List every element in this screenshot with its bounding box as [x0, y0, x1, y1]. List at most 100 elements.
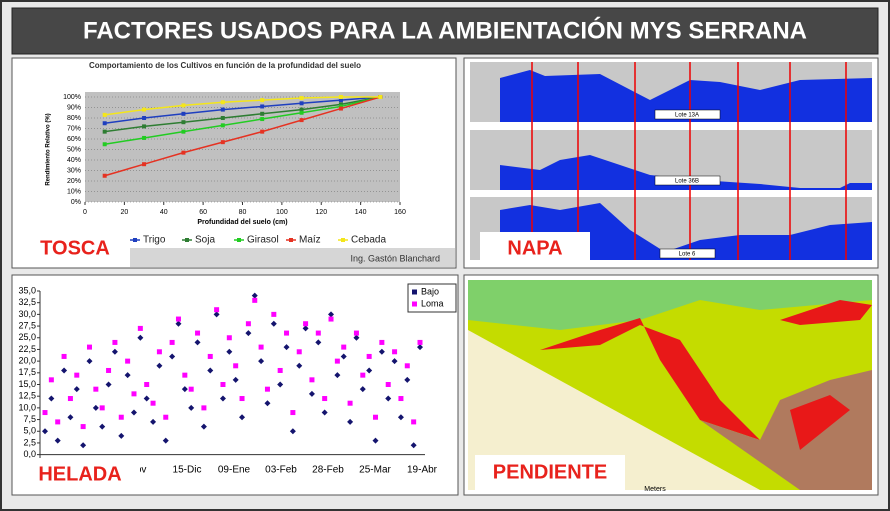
y-tick-label: 7,5 — [23, 414, 36, 424]
point — [338, 102, 343, 107]
point — [328, 316, 334, 322]
x-tick-label: 28-Feb — [312, 465, 344, 476]
x-tick-label: 40 — [160, 209, 168, 216]
point — [321, 409, 328, 416]
y-tick-label: 12,5 — [18, 391, 36, 401]
x-tick-label: 0 — [83, 209, 87, 216]
series-line — [104, 96, 381, 116]
point — [296, 362, 303, 369]
point — [214, 307, 220, 313]
point — [334, 358, 340, 364]
point — [181, 386, 188, 393]
point — [245, 321, 251, 327]
x-tick-label: 80 — [239, 209, 247, 216]
point — [188, 404, 195, 411]
point — [93, 386, 99, 392]
point — [233, 363, 239, 369]
point — [156, 362, 163, 369]
point — [163, 414, 169, 420]
point — [142, 162, 147, 167]
point — [142, 135, 147, 140]
point — [201, 405, 207, 411]
point — [130, 409, 137, 416]
lot-label: Lote 13A — [675, 113, 699, 119]
point — [181, 129, 186, 134]
y-tick-label: 25,0 — [18, 332, 36, 342]
point — [290, 410, 296, 416]
point — [92, 404, 99, 411]
x-tick-label: 120 — [315, 209, 327, 216]
lot-box — [654, 175, 721, 186]
legend-marker — [412, 301, 417, 307]
point — [309, 377, 315, 383]
x-tick-label: 20 — [120, 209, 128, 216]
point — [106, 367, 112, 373]
y-tick-label: 0,0 — [23, 449, 36, 459]
point — [289, 428, 296, 435]
point — [353, 334, 360, 341]
point — [315, 339, 322, 346]
point — [86, 344, 92, 350]
point — [207, 367, 214, 374]
point — [143, 395, 150, 402]
point — [271, 311, 277, 317]
point — [142, 107, 147, 112]
point — [260, 98, 265, 103]
y-tick-label: 80% — [67, 115, 81, 122]
series-line — [104, 96, 381, 177]
legend-label: Soja — [195, 235, 215, 246]
point — [398, 396, 404, 402]
point — [118, 432, 125, 439]
y-axis-label: Rendimiento Relativo (%) — [46, 113, 52, 185]
point — [296, 349, 302, 355]
point — [169, 353, 176, 360]
point — [220, 140, 225, 145]
point — [417, 339, 423, 345]
point — [181, 103, 186, 108]
credit-band — [130, 248, 455, 267]
point — [42, 428, 48, 435]
point — [102, 121, 107, 126]
point — [137, 325, 143, 331]
y-tick-label: 10,0 — [18, 402, 36, 412]
point — [207, 353, 213, 359]
point — [125, 358, 131, 364]
y-tick-label: 0% — [71, 199, 81, 206]
point — [102, 112, 107, 117]
point — [137, 334, 144, 341]
label-box — [20, 458, 140, 492]
y-tick-label: 32,5 — [18, 297, 36, 307]
point — [299, 118, 304, 123]
point — [226, 335, 232, 341]
y-tick-label: 17,5 — [18, 367, 36, 377]
lot-label: Lote 6 — [679, 252, 696, 258]
point — [213, 311, 220, 318]
point — [385, 382, 391, 387]
point — [264, 386, 270, 392]
lot-box — [659, 248, 716, 259]
point — [226, 348, 233, 355]
point — [74, 372, 80, 378]
point — [328, 311, 335, 318]
legend-marker — [237, 238, 241, 242]
point — [385, 395, 392, 402]
point — [220, 382, 226, 387]
chart-title: Comportamiento de los Cultivos en funció… — [88, 61, 361, 70]
x-tick-label: 160 — [394, 209, 406, 216]
point — [61, 353, 67, 359]
point — [392, 349, 398, 355]
legend-marker — [341, 238, 345, 242]
point — [338, 104, 343, 109]
point — [195, 330, 201, 336]
point — [194, 339, 201, 346]
point — [338, 95, 343, 99]
point — [260, 111, 265, 116]
point — [118, 414, 124, 420]
point — [379, 339, 385, 345]
label-box — [480, 232, 590, 266]
y-tick-label: 27,5 — [18, 320, 36, 330]
point — [175, 316, 181, 322]
point — [245, 330, 252, 337]
